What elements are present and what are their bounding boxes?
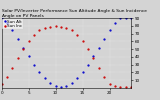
- Sun Inc: [71, 30, 73, 31]
- Sun Alt: [1, 17, 3, 19]
- Sun Inc: [98, 67, 100, 68]
- Sun Alt: [109, 30, 111, 31]
- Sun Inc: [28, 41, 30, 42]
- Sun Alt: [22, 47, 24, 48]
- Text: Solar PV/Inverter Performance Sun Altitude Angle & Sun Incidence Angle on PV Pan: Solar PV/Inverter Performance Sun Altitu…: [2, 9, 147, 18]
- Sun Inc: [17, 58, 19, 59]
- Sun Inc: [1, 84, 3, 85]
- Sun Inc: [44, 28, 46, 29]
- Sun Alt: [17, 38, 19, 40]
- Sun Inc: [109, 84, 111, 85]
- Sun Inc: [87, 48, 89, 50]
- Sun Inc: [130, 87, 132, 88]
- Sun Alt: [125, 17, 127, 19]
- Sun Inc: [49, 26, 51, 27]
- Sun Inc: [33, 34, 35, 36]
- Sun Alt: [114, 23, 116, 24]
- Sun Inc: [55, 25, 57, 26]
- Sun Inc: [76, 34, 78, 36]
- Line: Sun Alt: Sun Alt: [1, 17, 132, 88]
- Sun Inc: [6, 76, 8, 78]
- Sun Inc: [65, 28, 67, 29]
- Sun Alt: [55, 85, 57, 86]
- Sun Alt: [49, 82, 51, 83]
- Sun Inc: [12, 67, 13, 68]
- Sun Inc: [82, 41, 84, 42]
- Sun Alt: [103, 38, 105, 40]
- Sun Inc: [38, 30, 40, 31]
- Sun Inc: [114, 86, 116, 87]
- Sun Alt: [76, 77, 78, 78]
- Sun Alt: [71, 82, 73, 83]
- Sun Alt: [6, 23, 8, 24]
- Sun Alt: [82, 71, 84, 72]
- Sun Alt: [87, 64, 89, 65]
- Sun Inc: [103, 76, 105, 78]
- Legend: Sun Alt, Sun Inc: Sun Alt, Sun Inc: [2, 19, 23, 29]
- Sun Alt: [130, 17, 132, 19]
- Sun Alt: [12, 30, 13, 31]
- Sun Alt: [60, 87, 62, 88]
- Sun Alt: [119, 17, 121, 19]
- Sun Inc: [92, 58, 94, 59]
- Sun Inc: [125, 87, 127, 88]
- Sun Alt: [33, 64, 35, 65]
- Sun Inc: [60, 26, 62, 27]
- Sun Alt: [38, 71, 40, 72]
- Sun Inc: [22, 48, 24, 50]
- Sun Alt: [65, 85, 67, 86]
- Sun Alt: [28, 56, 30, 57]
- Sun Inc: [119, 87, 121, 88]
- Sun Alt: [98, 47, 100, 48]
- Line: Sun Inc: Sun Inc: [1, 25, 132, 88]
- Sun Alt: [44, 77, 46, 78]
- Sun Alt: [92, 56, 94, 57]
